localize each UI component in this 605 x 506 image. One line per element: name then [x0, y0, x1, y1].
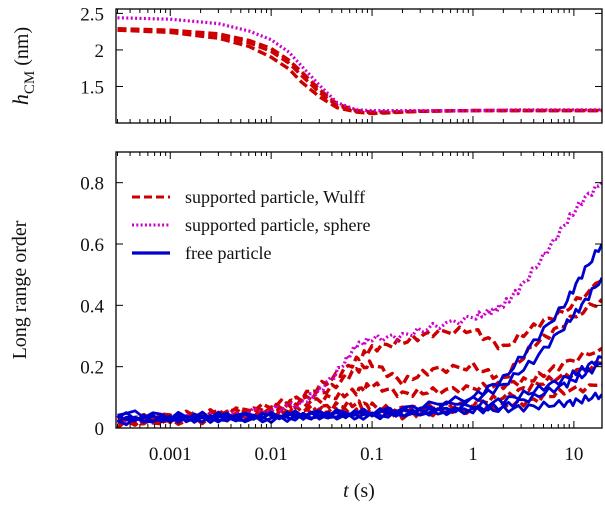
- x-tick-label: 1: [468, 444, 478, 465]
- top-series-dashed-line-1: [117, 28, 602, 116]
- x-tick-label: 0.1: [360, 444, 384, 465]
- bottom-series-solid-line-7: [116, 277, 602, 424]
- bottom-series-solid-line-10: [116, 391, 602, 424]
- top-y-axis-label-unit: (nm): [11, 27, 33, 71]
- top-ticks: [116, 9, 602, 123]
- bottom-series-dotted-line-5: [116, 181, 602, 424]
- bottom-y-axis-label: Long range order: [9, 220, 31, 359]
- top-series-dashed-line-0: [117, 27, 602, 115]
- legend-entry-wulff: supported particle, Wulff: [132, 187, 365, 207]
- bottom-xtick-labels: 0.001 0.01 0.1 1 10: [149, 444, 583, 465]
- top-y-axis-label-main: h: [8, 94, 33, 105]
- y-tick-label: 2: [95, 41, 105, 62]
- legend-label-sphere: supported particle, sphere: [185, 215, 370, 235]
- x-axis-label-unit: (s): [349, 480, 375, 502]
- top-series-dotted-line-3: [117, 16, 602, 113]
- bottom-ticks: [116, 152, 602, 429]
- top-series-group: [117, 16, 602, 116]
- x-axis-label: t (s): [343, 480, 375, 502]
- top-frame: [115, 8, 603, 124]
- bottom-series-group: [116, 181, 602, 428]
- top-ytick-labels: 1.5 2 2.5: [80, 4, 104, 98]
- x-axis-label-var: t: [343, 480, 349, 502]
- x-tick-label: 0.001: [149, 444, 192, 465]
- y-tick-label: 0: [95, 419, 105, 440]
- bottom-frame: [115, 151, 603, 429]
- y-tick-label: 2.5: [80, 4, 104, 25]
- legend-label-free: free particle: [185, 243, 271, 263]
- legend-entry-sphere: supported particle, sphere: [132, 215, 370, 235]
- y-tick-label: 0.2: [80, 358, 104, 379]
- bottom-ytick-labels: 0 0.2 0.4 0.6 0.8: [80, 174, 104, 440]
- legend-label-wulff: supported particle, Wulff: [185, 187, 365, 207]
- y-tick-label: 1.5: [80, 77, 104, 98]
- bottom-series-solid-line-8: [116, 355, 602, 424]
- y-tick-label: 0.8: [80, 174, 104, 195]
- y-tick-label: 0.4: [80, 296, 104, 317]
- bottom-panel: 0 0.2 0.4 0.6 0.8 0.001 0.01 0.1 1 10 Long range…: [9, 151, 603, 502]
- top-y-axis-label-sub: CM: [22, 71, 38, 94]
- x-tick-label: 10: [564, 444, 583, 465]
- top-panel: 1.5 2 2.5 hCM (nm): [8, 4, 603, 124]
- top-series-dashed-line-2: [117, 27, 602, 114]
- legend-entry-free: free particle: [132, 243, 271, 263]
- legend: supported particle, Wulff supported part…: [132, 187, 370, 263]
- x-tick-label: 0.01: [255, 444, 288, 465]
- y-tick-label: 0.6: [80, 235, 104, 256]
- top-y-axis-label: hCM (nm): [8, 27, 38, 105]
